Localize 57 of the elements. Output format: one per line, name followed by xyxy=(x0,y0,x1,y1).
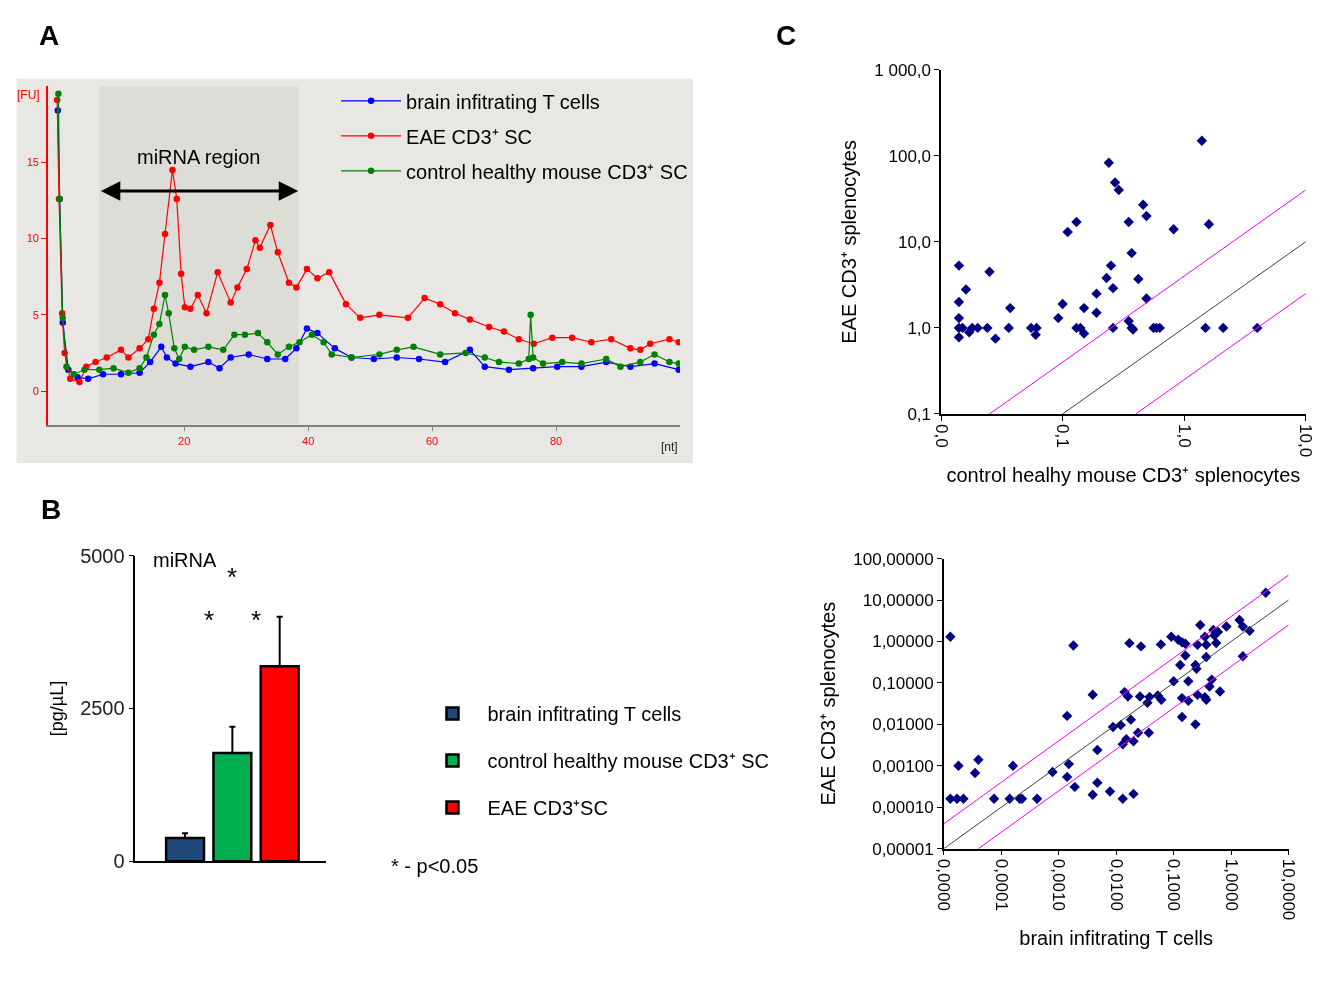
y-tick-label: 2500 xyxy=(80,697,125,720)
text: A xyxy=(39,20,60,51)
text: C xyxy=(776,20,797,51)
y-tick-label: 0,00100 xyxy=(872,756,934,776)
y-tick-label: 10,00000 xyxy=(862,590,934,610)
legend-label: brain infitrating T cells xyxy=(406,90,600,113)
x-axis-title: [nt] xyxy=(661,440,678,454)
y-tick-label: 10,0 xyxy=(897,232,932,252)
text: * - p<0.05 xyxy=(391,855,479,877)
legend-label: EAE CD3⁺SC xyxy=(487,797,608,820)
y-axis-title: EAE CD3⁺ splenocytes xyxy=(817,601,840,806)
y-tick-label: 100,00000 xyxy=(853,549,934,569)
legend-label: EAE CD3⁺ SC xyxy=(406,125,532,148)
y-tick-label: 0,1 xyxy=(907,404,932,424)
x-tick-label: 80 xyxy=(549,434,563,447)
y-tick-label: 0 xyxy=(32,384,39,397)
y-tick-label: 5000 xyxy=(80,544,125,567)
y-axis-title: [FU] xyxy=(17,88,40,102)
y-tick-label: 0,00010 xyxy=(872,798,934,818)
y-tick-label: 1,00000 xyxy=(872,632,934,652)
y-tick-label: 15 xyxy=(26,156,39,169)
y-tick-label: 0,01000 xyxy=(872,715,934,735)
text: B xyxy=(41,494,62,525)
x-tick-label: 10,0000 xyxy=(1279,858,1299,921)
y-tick-label: 0,10000 xyxy=(872,673,934,693)
annotation: miRNA xyxy=(153,549,217,571)
annotation: * xyxy=(227,562,238,592)
y-tick-label: 10 xyxy=(26,232,39,245)
x-tick-label: 60 xyxy=(425,434,439,447)
x-tick-label: 0,1 xyxy=(1053,424,1073,448)
x-axis-title: control healhy mouse CD3⁺ splenocytes xyxy=(946,464,1301,487)
legend-label: control healthy mouse CD3⁺ SC xyxy=(487,750,770,773)
band-label: miRNA region xyxy=(137,146,261,168)
y-tick-label: 1,0 xyxy=(907,318,932,338)
annotation: * xyxy=(251,605,262,635)
x-tick-label: 0,0100 xyxy=(1106,858,1126,911)
x-tick-label: 0,0000 xyxy=(934,858,954,911)
y-tick-label: 100,0 xyxy=(888,146,932,166)
y-tick-label: 5 xyxy=(32,308,39,321)
y-axis-title: [pg/µL] xyxy=(46,680,67,737)
y-tick-label: 0,00001 xyxy=(872,839,934,859)
x-tick-label: 0,0001 xyxy=(991,858,1011,911)
x-tick-label: 0,0 xyxy=(931,424,951,448)
x-tick-label: 0,0010 xyxy=(1049,858,1069,911)
y-tick-label: 0 xyxy=(113,850,125,873)
legend-label: control healthy mouse CD3⁺ SC xyxy=(406,160,688,183)
x-tick-label: 20 xyxy=(178,434,191,447)
x-tick-label: 40 xyxy=(302,434,315,447)
y-axis-title: EAE CD3⁺ splenocytes xyxy=(838,140,861,344)
x-axis-title: brain infitrating T cells xyxy=(1019,927,1214,950)
x-tick-label: 0,1000 xyxy=(1164,858,1184,911)
legend-label: brain infitrating T cells xyxy=(487,703,682,726)
y-tick-label: 1 000,0 xyxy=(874,60,932,80)
x-tick-label: 1,0 xyxy=(1174,424,1194,448)
x-tick-label: 1,0000 xyxy=(1221,858,1241,911)
x-tick-label: 10,0 xyxy=(1296,424,1316,458)
annotation: * xyxy=(204,605,215,635)
